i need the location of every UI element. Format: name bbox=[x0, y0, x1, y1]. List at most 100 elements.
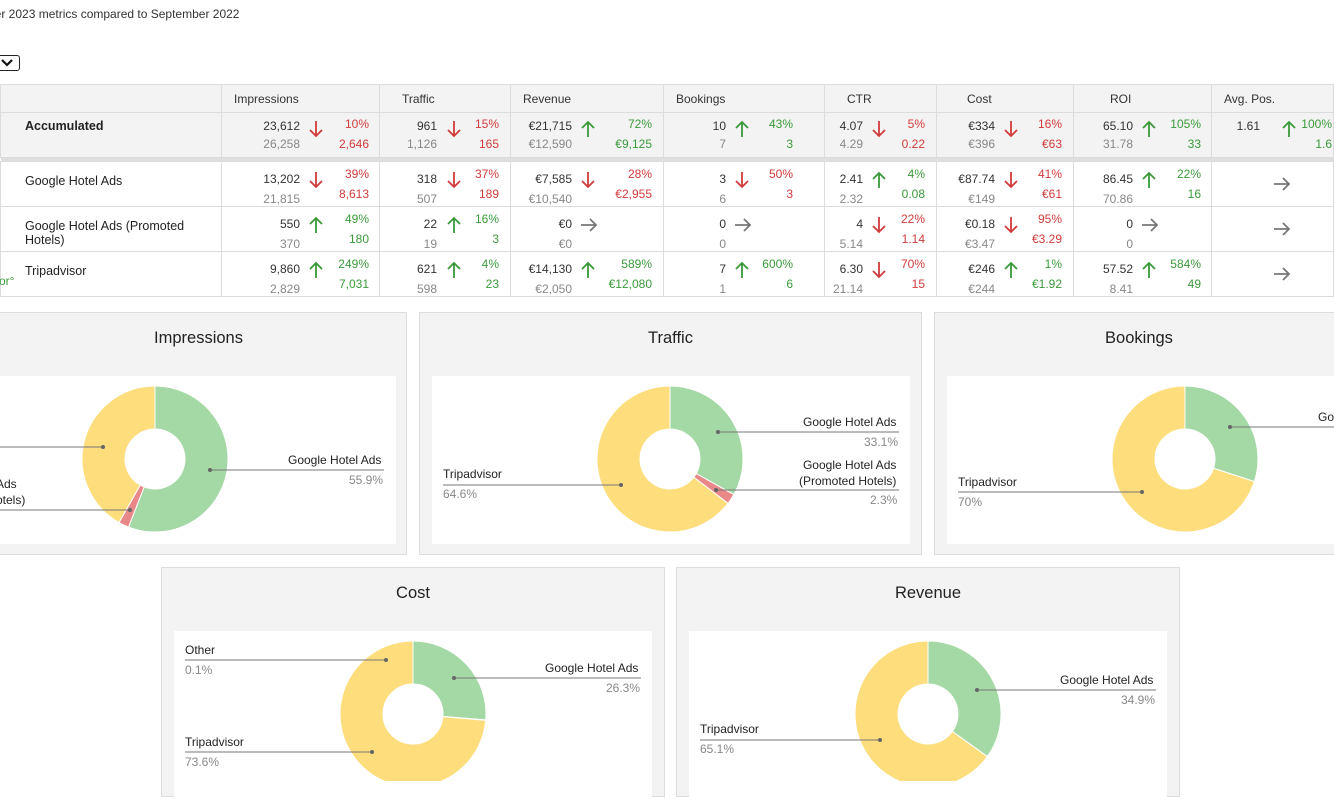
previous-value: €396 bbox=[968, 137, 995, 151]
slice-label: Tripadvisor bbox=[700, 722, 759, 736]
current-value: 10 bbox=[712, 119, 726, 133]
current-value: €334 bbox=[968, 119, 995, 133]
change-difference: 6 bbox=[786, 277, 793, 291]
current-value: 22 bbox=[423, 217, 437, 231]
table-row[interactable]: Google Hotel Ads (Promoted Hotels) 550 370… bbox=[0, 206, 1334, 252]
current-value: €21,715 bbox=[528, 119, 572, 133]
metric-cell-bookings: 10 7 43% 3 bbox=[663, 112, 825, 158]
change-percent: 10% bbox=[344, 117, 369, 131]
change-difference: €61 bbox=[1041, 187, 1062, 201]
change-percent: 249% bbox=[338, 257, 369, 271]
slice-label: Google Hotel Ads (Promoted Hotels) bbox=[799, 458, 897, 488]
change-difference: 8,613 bbox=[338, 187, 369, 201]
metric-cell-avg-pos: 1.61 100% 1.6 bbox=[1211, 112, 1334, 158]
arrow-right-icon bbox=[1273, 222, 1290, 236]
row-label-cell: Google Hotel Ads (Promoted Hotels) bbox=[0, 206, 222, 252]
previous-value: 19 bbox=[423, 237, 437, 251]
metric-cell-traffic: 318 507 37% 189 bbox=[379, 161, 511, 207]
row-label-cell: or° Tripadvisor bbox=[0, 251, 222, 297]
arrow-up-icon bbox=[447, 261, 461, 278]
slice-label: Tripadvisor bbox=[958, 475, 1017, 489]
previous-value: 8.41 bbox=[1109, 282, 1133, 296]
previous-value: 70.86 bbox=[1102, 192, 1133, 206]
arrow-down-icon bbox=[1004, 217, 1018, 234]
arrow-right-icon bbox=[1273, 177, 1290, 191]
report-subtitle: ber 2023 metrics compared to September 2… bbox=[0, 7, 240, 21]
metric-cell-ctr: 4.07 4.29 5% 0.22 bbox=[824, 112, 937, 158]
column-header-traffic[interactable]: Traffic bbox=[379, 84, 511, 113]
previous-value: 21,815 bbox=[263, 192, 300, 206]
previous-value: 7 bbox=[719, 137, 726, 151]
partner-logo-fragment: or° bbox=[0, 274, 15, 288]
current-value: 0 bbox=[719, 217, 726, 231]
column-header-roi[interactable]: ROI bbox=[1073, 84, 1212, 113]
column-header-revenue[interactable]: Revenue bbox=[510, 84, 664, 113]
metric-cell-roi: 86.45 70.86 22% 16 bbox=[1073, 161, 1212, 207]
metric-cell-cost: €87.74 €149 41% €61 bbox=[936, 161, 1074, 207]
change-percent: 584% bbox=[1170, 257, 1201, 271]
chart-area bbox=[174, 631, 652, 799]
change-difference: 33 bbox=[1187, 137, 1201, 151]
change-difference: 0.08 bbox=[901, 187, 925, 201]
table-header-row: Impressions Traffic Revenue Bookings CTR Cost… bbox=[0, 84, 1334, 113]
row-label: Google Hotel Ads bbox=[25, 174, 123, 188]
change-percent: 50% bbox=[768, 167, 793, 181]
previous-value: 0 bbox=[719, 237, 726, 251]
chart-panel-impressions: Impressions bbox=[0, 312, 407, 555]
arrow-up-icon bbox=[735, 261, 749, 278]
change-percent: 95% bbox=[1037, 212, 1062, 226]
metric-cell-cost: €246 €244 1% €1.92 bbox=[936, 251, 1074, 297]
previous-value: 370 bbox=[279, 237, 300, 251]
column-header-bookings[interactable]: Bookings bbox=[663, 84, 825, 113]
change-percent: 43% bbox=[768, 117, 793, 131]
chart-panel-cost: Cost bbox=[161, 567, 665, 799]
arrow-down-icon bbox=[1004, 121, 1018, 138]
change-difference: €3.29 bbox=[1031, 232, 1062, 246]
chart-panel-bookings: Bookings bbox=[934, 312, 1334, 555]
current-value: 621 bbox=[416, 262, 437, 276]
arrow-right-icon bbox=[581, 218, 598, 232]
arrow-right-icon bbox=[735, 218, 752, 232]
column-header-impressions[interactable]: Impressions bbox=[221, 84, 380, 113]
metric-cell-cost: €0.18 €3.47 95% €3.29 bbox=[936, 206, 1074, 252]
change-difference: €12,080 bbox=[608, 277, 652, 291]
change-percent: 22% bbox=[1176, 167, 1201, 181]
change-difference: 2,646 bbox=[338, 137, 369, 151]
slice-label: Google Hotel Ads bbox=[1060, 673, 1154, 687]
metric-cell-cost: €334 €396 16% €63 bbox=[936, 112, 1074, 158]
slice-label: Google Hotel Ads bbox=[545, 661, 639, 675]
change-percent: 100% bbox=[1301, 117, 1332, 131]
current-value: 6.30 bbox=[839, 262, 863, 276]
slice-percent: 55.9% bbox=[349, 473, 384, 487]
column-header-ctr[interactable]: CTR bbox=[824, 84, 937, 113]
column-header-cost[interactable]: Cost bbox=[936, 84, 1074, 113]
slice-percent: 64.6% bbox=[443, 487, 478, 501]
current-value: 318 bbox=[416, 172, 437, 186]
slice-percent: 73.6% bbox=[185, 755, 220, 769]
change-percent: 589% bbox=[621, 257, 652, 271]
metric-cell-revenue: €14,130 €2,050 589% €12,080 bbox=[510, 251, 664, 297]
change-difference: 7,031 bbox=[338, 277, 369, 291]
change-percent: 16% bbox=[474, 212, 499, 226]
metric-cell-traffic: 961 1,126 15% 165 bbox=[379, 112, 511, 158]
metric-cell-bookings: 7 1 600% 6 bbox=[663, 251, 825, 297]
slice-label: Ads otels) bbox=[0, 477, 26, 507]
chart-title: Bookings bbox=[1105, 329, 1173, 347]
previous-value: €12,590 bbox=[528, 137, 572, 151]
metric-cell-roi: 57.52 8.41 584% 49 bbox=[1073, 251, 1212, 297]
arrow-down-icon bbox=[447, 172, 461, 189]
slice-percent: 2.3% bbox=[870, 493, 898, 507]
chart-area bbox=[689, 631, 1167, 799]
change-difference: 165 bbox=[478, 137, 499, 151]
table-row[interactable]: or° Tripadvisor 9,860 2,829 249% 7,031 621 598 4… bbox=[0, 251, 1334, 297]
dropdown-select[interactable] bbox=[0, 55, 20, 71]
column-header-avg-pos[interactable]: Avg. Pos. bbox=[1211, 84, 1334, 113]
current-value: 3 bbox=[719, 172, 726, 186]
arrow-down-icon bbox=[872, 217, 886, 234]
previous-value: 21.14 bbox=[832, 282, 863, 296]
table-row[interactable]: Google Hotel Ads 13,202 21,815 39% 8,613 318 5… bbox=[0, 161, 1334, 207]
previous-value: 2,829 bbox=[269, 282, 300, 296]
previous-value: €0 bbox=[558, 237, 572, 251]
row-label-cell: Google Hotel Ads bbox=[0, 161, 222, 207]
metric-cell-revenue: €0 €0 bbox=[510, 206, 664, 252]
